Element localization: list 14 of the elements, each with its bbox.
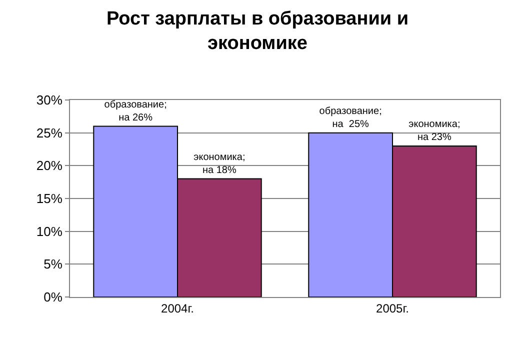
y-tick-label: 15%	[36, 191, 63, 206]
x-tick-label: 2005г.	[376, 301, 409, 316]
y-tick-label: 20%	[36, 158, 63, 174]
y-tick-label: 5%	[44, 256, 63, 272]
data-label: экономика; на 23%	[408, 118, 460, 143]
x-tick-label: 2004г.	[161, 301, 194, 316]
data-label: образование; на 26%	[104, 99, 167, 124]
y-tick-label: 10%	[36, 224, 63, 239]
data-label: экономика; на 18%	[194, 152, 246, 176]
y-tick-label: 0%	[44, 290, 63, 305]
chart-title: Рост зарплаты в образовании и экономике	[106, 8, 409, 54]
data-label: образование; на 25%	[319, 106, 382, 130]
y-tick-label: 30%	[36, 92, 63, 108]
y-tick-label: 25%	[36, 125, 63, 140]
